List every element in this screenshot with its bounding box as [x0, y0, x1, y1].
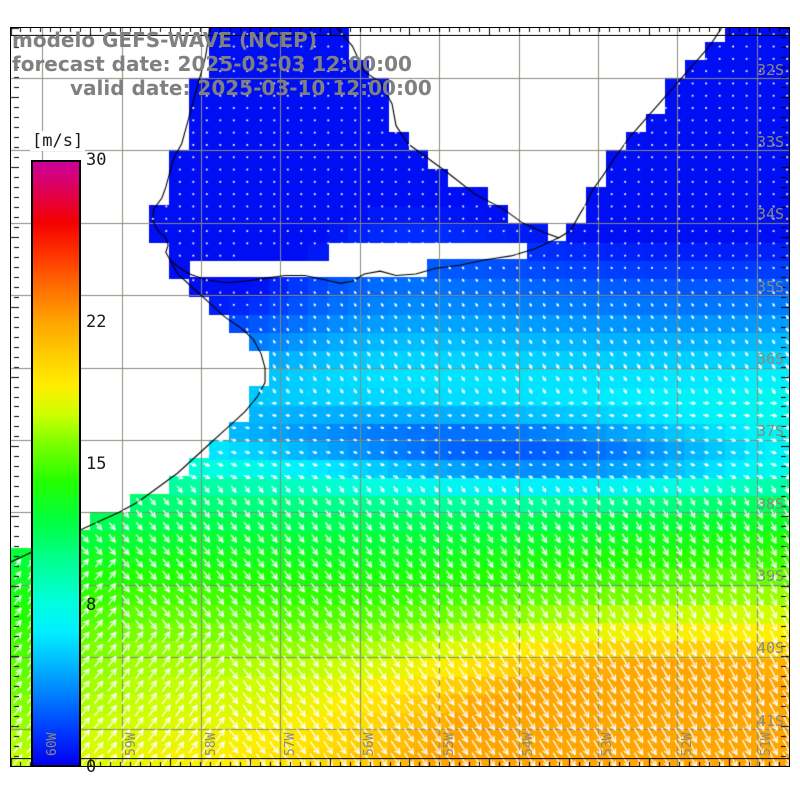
coastline-grid-arrows-overlay: [11, 28, 789, 766]
left-tick-ruler: [10, 27, 19, 767]
bottom-tick-ruler: [10, 758, 790, 767]
top-tick-ruler: [10, 27, 790, 36]
map-plot-area[interactable]: [10, 27, 790, 767]
right-tick-ruler: [781, 27, 790, 767]
